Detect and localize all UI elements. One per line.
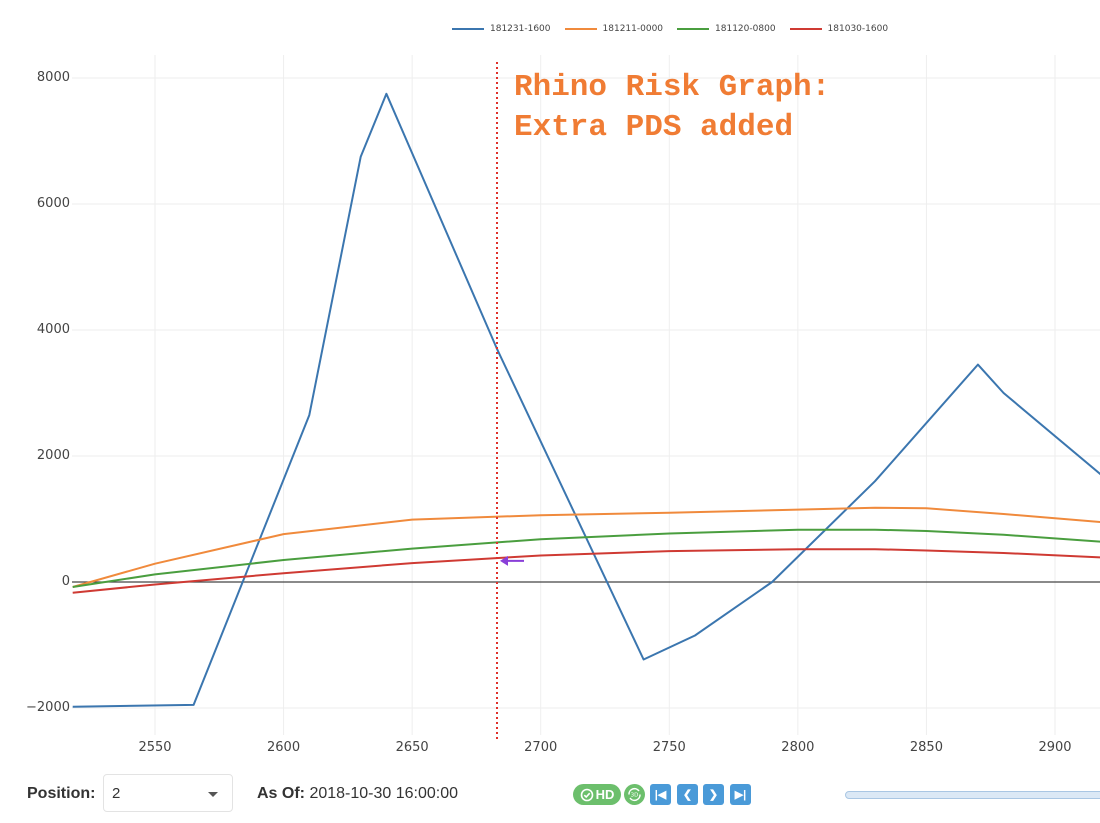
as-of-label: As Of: [257, 785, 305, 802]
legend-swatch [677, 28, 710, 30]
x-tick-label: 2700 [524, 740, 558, 755]
check-circle-icon [580, 788, 593, 801]
x-tick-label: 2800 [781, 740, 815, 755]
y-tick-label: −2000 [26, 700, 70, 715]
y-tick-label: 6000 [36, 196, 70, 211]
control-bar: Position: 2 As Of: 2018-10-30 16:00:00 H… [0, 770, 1100, 820]
legend-item-181231-1600[interactable]: 181231-1600 [452, 24, 551, 34]
risk-graph-chart[interactable] [0, 0, 1100, 760]
x-tick-label: 2850 [909, 740, 943, 755]
first-button[interactable]: |◀ [650, 784, 671, 805]
legend-label: 181211-0000 [602, 24, 664, 34]
series-line-181120-0800[interactable] [72, 528, 1100, 588]
chevron-right-icon: ❯ [708, 789, 719, 801]
legend-label: 181231-1600 [490, 24, 551, 34]
position-label: Position: [27, 785, 96, 802]
series-line-181211-0000[interactable] [72, 506, 1100, 588]
x-tick-label: 2900 [1038, 740, 1072, 755]
series-line-181231-1600[interactable] [72, 92, 1100, 708]
legend-item-181030-1600[interactable]: 181030-1600 [789, 24, 889, 34]
next-button[interactable]: ❯ [703, 784, 724, 805]
position-select[interactable]: 2 [103, 774, 233, 812]
arrow-icon [500, 555, 524, 566]
position-value: 2 [112, 785, 121, 802]
y-tick-label: 0 [61, 574, 70, 589]
legend-item-181211-0000[interactable]: 181211-0000 [564, 24, 664, 34]
as-of-value: 2018-10-30 16:00:00 [309, 785, 459, 802]
as-of: As Of: 2018-10-30 16:00:00 [257, 785, 458, 803]
series-line-181030-1600[interactable] [72, 548, 1100, 594]
chevron-left-icon: ❮ [682, 789, 693, 801]
rotate-3d-icon: 3D [628, 787, 641, 802]
chart-legend: 181231-1600 181211-0000 181120-0800 1810… [452, 24, 888, 34]
time-slider[interactable] [845, 791, 1100, 799]
plot-area[interactable] [0, 0, 1100, 760]
legend-label: 181120-0800 [715, 24, 776, 34]
rotate-3d-button[interactable]: 3D [624, 784, 645, 805]
annotation-title: Rhino Risk Graph: Extra PDS added [514, 70, 831, 145]
hd-label: HD [595, 787, 615, 802]
x-tick-label: 2750 [652, 740, 686, 755]
x-tick-label: 2550 [138, 740, 172, 755]
svg-text:3D: 3D [631, 793, 639, 799]
previous-button[interactable]: ❮ [677, 784, 698, 805]
y-tick-label: 8000 [36, 70, 70, 85]
x-tick-label: 2600 [267, 740, 301, 755]
chevron-down-icon [208, 792, 218, 797]
last-button[interactable]: ▶| [730, 784, 751, 805]
legend-swatch [789, 28, 822, 30]
legend-swatch [452, 28, 484, 30]
y-tick-label: 4000 [36, 322, 70, 337]
legend-item-181120-0800[interactable]: 181120-0800 [677, 24, 776, 34]
hd-toggle-button[interactable]: HD [573, 784, 621, 805]
skip-last-icon: ▶| [734, 789, 747, 801]
legend-swatch [564, 28, 597, 30]
skip-first-icon: |◀ [654, 789, 667, 801]
legend-label: 181030-1600 [827, 24, 889, 34]
y-tick-label: 2000 [36, 448, 70, 463]
x-tick-label: 2650 [395, 740, 429, 755]
